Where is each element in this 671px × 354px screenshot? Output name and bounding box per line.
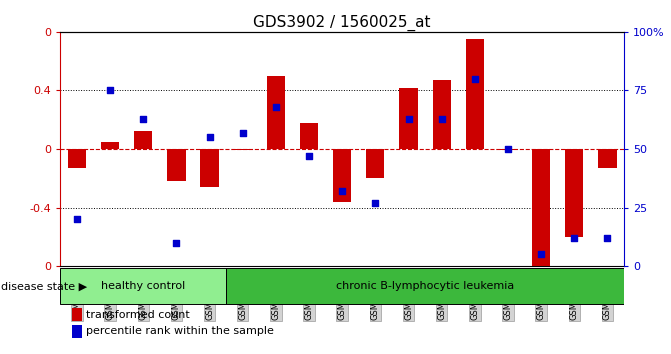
Bar bbox=[399, 87, 417, 149]
Bar bbox=[565, 149, 583, 237]
Bar bbox=[60, 268, 226, 304]
Bar bbox=[72, 308, 82, 321]
Point bbox=[304, 153, 315, 159]
Text: disease state ▶: disease state ▶ bbox=[1, 281, 87, 291]
Bar bbox=[234, 149, 252, 150]
Point bbox=[370, 200, 380, 206]
Text: percentile rank within the sample: percentile rank within the sample bbox=[86, 326, 274, 336]
Text: chronic B-lymphocytic leukemia: chronic B-lymphocytic leukemia bbox=[336, 281, 514, 291]
Bar bbox=[68, 149, 86, 168]
Bar bbox=[366, 149, 384, 178]
Bar bbox=[72, 325, 82, 338]
Point bbox=[436, 116, 447, 121]
Point bbox=[72, 217, 83, 222]
Text: transformed count: transformed count bbox=[86, 310, 189, 320]
Bar bbox=[226, 268, 624, 304]
Title: GDS3902 / 1560025_at: GDS3902 / 1560025_at bbox=[254, 14, 431, 30]
Point bbox=[238, 130, 248, 136]
Bar bbox=[599, 149, 617, 168]
Bar bbox=[466, 39, 484, 149]
Point bbox=[138, 116, 149, 121]
Point bbox=[403, 116, 414, 121]
Point bbox=[105, 87, 115, 93]
Bar bbox=[134, 131, 152, 149]
Point bbox=[503, 146, 513, 152]
Bar bbox=[499, 149, 517, 150]
Point bbox=[204, 135, 215, 140]
Bar bbox=[101, 142, 119, 149]
Point bbox=[535, 252, 546, 257]
Point bbox=[270, 104, 281, 110]
Bar bbox=[167, 149, 186, 181]
Point bbox=[337, 188, 348, 194]
Bar bbox=[201, 149, 219, 187]
Point bbox=[569, 235, 580, 241]
Bar bbox=[267, 76, 285, 149]
Bar bbox=[433, 80, 451, 149]
Bar bbox=[300, 123, 318, 149]
Point bbox=[602, 235, 613, 241]
Bar bbox=[333, 149, 352, 202]
Text: healthy control: healthy control bbox=[101, 281, 185, 291]
Point bbox=[171, 240, 182, 246]
Point bbox=[470, 76, 480, 81]
Bar bbox=[532, 149, 550, 269]
